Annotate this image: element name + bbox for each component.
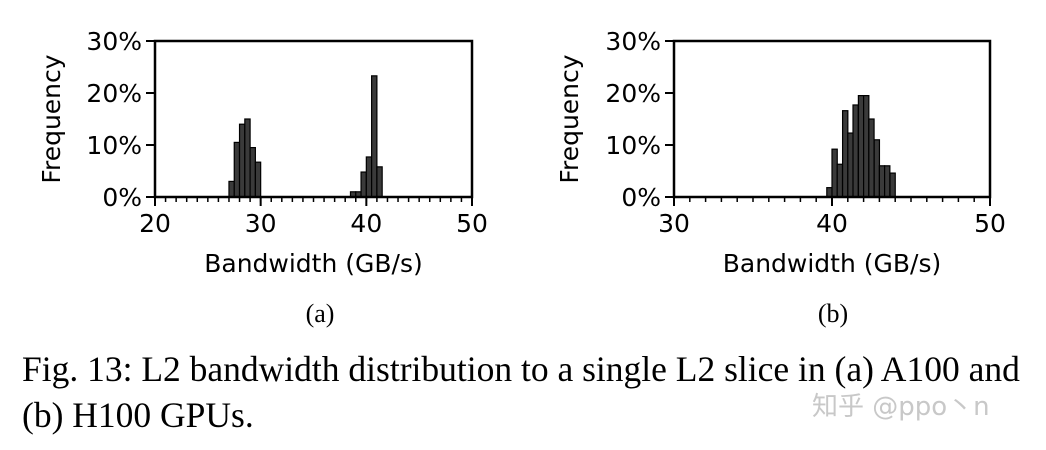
y-axis-label: Frequency <box>37 54 66 183</box>
histogram-bar <box>878 165 886 198</box>
histogram-bar <box>884 165 891 198</box>
x-axis-label: Bandwidth (GB/s) <box>204 249 423 278</box>
y-tick-label: 10% <box>605 131 661 160</box>
histogram-bar <box>376 166 383 198</box>
histogram-bar <box>852 104 859 198</box>
panel-label: (a) <box>306 299 335 328</box>
histogram-bar <box>228 180 235 198</box>
y-tick-label: 10% <box>86 131 142 160</box>
histogram-bar <box>857 94 865 198</box>
histogram-bar <box>841 110 849 198</box>
histogram-bar <box>365 156 373 198</box>
histogram-a100: 20 30 40 50 0% 10% 20% 30% Bandwidth (GB/s) Frequ… <box>37 27 488 328</box>
x-tick-label: 40 <box>816 209 848 238</box>
histogram-bar <box>249 147 256 198</box>
histogram-bar <box>360 171 367 198</box>
panel-label: (b) <box>818 299 848 328</box>
histogram-bar <box>847 132 854 198</box>
histogram-h100: 30 40 50 0% 10% 20% 30% Bandwidth (GB/s) Frequen… <box>555 27 1006 328</box>
histogram-bar <box>889 172 896 198</box>
histogram-bar <box>831 148 838 198</box>
y-tick-label: 30% <box>605 27 661 56</box>
x-tick-label: 40 <box>350 209 382 238</box>
y-tick-label: 0% <box>621 183 661 212</box>
y-tick-label: 0% <box>102 183 142 212</box>
histogram-bar <box>862 94 870 198</box>
histogram-bar <box>238 123 246 198</box>
y-tick-label: 20% <box>605 79 661 108</box>
x-axis-label: Bandwidth (GB/s) <box>723 249 942 278</box>
histogram-bar <box>254 161 262 198</box>
histogram-bar <box>244 118 251 198</box>
x-tick-label: 20 <box>139 209 171 238</box>
x-tick-label: 30 <box>658 209 690 238</box>
histogram-bar <box>826 187 833 198</box>
y-axis-label: Frequency <box>555 54 584 183</box>
y-tick-label: 30% <box>86 27 142 56</box>
plot-frame <box>153 39 474 199</box>
x-tick-label: 50 <box>456 209 488 238</box>
histogram-bar <box>371 75 378 198</box>
figure-caption: Fig. 13: L2 bandwidth distribution to a … <box>22 349 1020 435</box>
x-tick-label: 50 <box>974 209 1006 238</box>
histogram-bar <box>873 139 881 198</box>
y-tick-label: 20% <box>86 79 142 108</box>
histogram-bar <box>233 141 241 198</box>
histogram-bar <box>868 118 875 198</box>
x-tick-label: 30 <box>245 209 277 238</box>
watermark: 知乎 @ppo丶n <box>812 392 990 422</box>
histogram-bar <box>836 163 844 198</box>
